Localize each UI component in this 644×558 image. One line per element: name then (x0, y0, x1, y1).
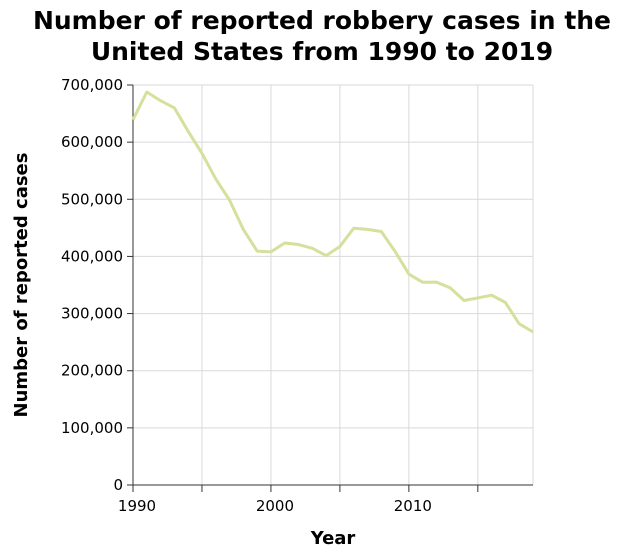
y-tick-label: 700,000 (61, 76, 123, 94)
y-tick-label: 100,000 (61, 419, 123, 437)
series (133, 92, 533, 332)
y-tick-label: 300,000 (61, 305, 123, 323)
x-tick-label: 2000 (256, 497, 294, 515)
x-tick-label: 1990 (118, 497, 156, 515)
y-axis-ticks: 0 100,000 200,000 300,000 400,000 500,000 600,… (61, 76, 133, 494)
y-tick-label: 0 (113, 476, 123, 494)
y-tick-label: 200,000 (61, 362, 123, 380)
y-tick-label: 600,000 (61, 133, 123, 151)
grid (133, 85, 533, 485)
series-line (133, 92, 533, 332)
y-tick-label: 500,000 (61, 190, 123, 208)
x-axis-ticks: 1990 2000 2010 (118, 485, 478, 515)
y-axis-label: Number of reported cases (11, 153, 32, 418)
y-tick-label: 400,000 (61, 247, 123, 265)
x-tick-label: 2010 (394, 497, 432, 515)
chart-title-line-2: United States from 1990 to 2019 (91, 37, 553, 66)
axes (133, 85, 533, 485)
x-axis-label: Year (310, 528, 356, 549)
chart-title-line-1: Number of reported robbery cases in the (33, 6, 611, 35)
